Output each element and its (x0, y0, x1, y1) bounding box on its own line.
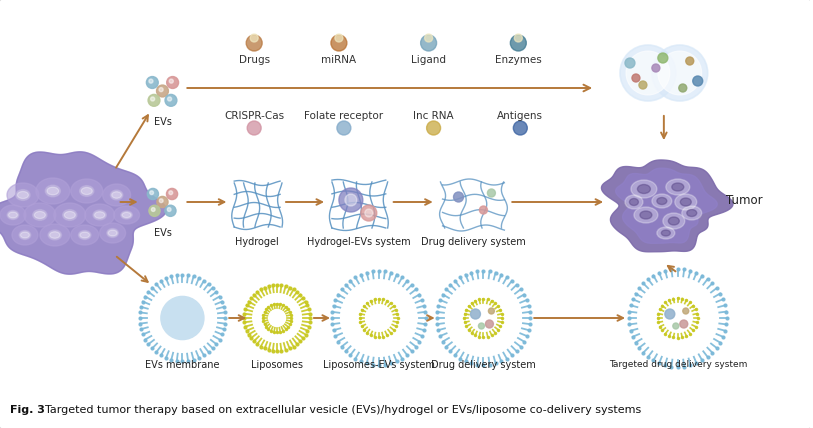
Circle shape (165, 95, 177, 106)
Polygon shape (615, 168, 717, 243)
Ellipse shape (102, 184, 131, 206)
Circle shape (427, 121, 441, 135)
Ellipse shape (50, 232, 60, 238)
Circle shape (167, 77, 179, 89)
Circle shape (480, 206, 488, 214)
Ellipse shape (637, 184, 650, 193)
Polygon shape (0, 152, 167, 274)
Ellipse shape (107, 229, 119, 238)
Circle shape (148, 95, 160, 106)
Circle shape (444, 278, 524, 358)
Ellipse shape (108, 230, 117, 236)
Text: Liposomes: Liposomes (251, 360, 303, 370)
Circle shape (626, 51, 670, 95)
Ellipse shape (80, 232, 89, 238)
Ellipse shape (36, 178, 70, 204)
Circle shape (665, 309, 675, 319)
Ellipse shape (682, 206, 702, 220)
Circle shape (250, 34, 259, 42)
Polygon shape (0, 152, 167, 274)
Circle shape (488, 189, 495, 197)
Circle shape (485, 320, 493, 328)
Ellipse shape (634, 207, 658, 223)
Circle shape (513, 121, 528, 135)
Text: Drug delivery system: Drug delivery system (421, 237, 526, 247)
Circle shape (345, 194, 357, 206)
Circle shape (267, 308, 287, 328)
Text: Tumor: Tumor (726, 193, 763, 206)
Ellipse shape (12, 225, 38, 245)
Text: lnc RNA: lnc RNA (413, 111, 454, 121)
Ellipse shape (48, 230, 62, 240)
Circle shape (169, 79, 173, 83)
Circle shape (662, 302, 693, 334)
Polygon shape (602, 160, 733, 252)
Ellipse shape (7, 211, 19, 220)
Ellipse shape (100, 223, 125, 243)
Circle shape (247, 121, 261, 135)
Ellipse shape (19, 231, 31, 240)
Circle shape (620, 45, 676, 101)
Ellipse shape (46, 185, 60, 197)
Circle shape (169, 191, 172, 195)
Circle shape (420, 35, 437, 51)
Ellipse shape (687, 209, 697, 217)
Circle shape (364, 303, 393, 333)
Circle shape (159, 199, 163, 202)
Ellipse shape (8, 212, 18, 218)
Text: miRNA: miRNA (321, 55, 356, 65)
Text: Ligand: Ligand (411, 55, 446, 65)
Circle shape (167, 97, 172, 101)
Circle shape (165, 205, 176, 217)
Circle shape (246, 35, 262, 51)
Ellipse shape (71, 225, 98, 245)
Circle shape (146, 282, 219, 354)
Circle shape (335, 34, 343, 42)
Circle shape (454, 192, 463, 202)
Ellipse shape (0, 205, 26, 225)
Ellipse shape (78, 231, 91, 240)
Text: Fig. 3: Fig. 3 (10, 405, 45, 415)
Text: CRISPR-Cas: CRISPR-Cas (224, 111, 285, 121)
Circle shape (337, 121, 351, 135)
Text: Antigens: Antigens (498, 111, 543, 121)
Ellipse shape (625, 195, 643, 209)
Ellipse shape (640, 211, 652, 219)
Ellipse shape (7, 183, 39, 207)
Ellipse shape (54, 203, 85, 227)
Circle shape (167, 208, 171, 211)
Ellipse shape (672, 183, 684, 191)
Ellipse shape (71, 179, 102, 203)
Circle shape (251, 292, 303, 344)
Circle shape (693, 76, 702, 86)
Ellipse shape (661, 230, 671, 236)
Circle shape (167, 188, 177, 199)
Ellipse shape (17, 191, 28, 199)
Circle shape (652, 45, 707, 101)
Circle shape (361, 205, 376, 221)
Circle shape (636, 276, 720, 360)
Ellipse shape (666, 179, 689, 195)
Ellipse shape (33, 210, 47, 220)
Ellipse shape (40, 224, 70, 246)
Ellipse shape (657, 197, 667, 205)
Ellipse shape (663, 213, 685, 229)
Ellipse shape (15, 190, 30, 200)
Ellipse shape (111, 190, 123, 200)
Circle shape (683, 308, 689, 314)
Circle shape (625, 58, 635, 68)
Text: EVs membrane: EVs membrane (146, 360, 220, 370)
Text: EVs: EVs (154, 228, 172, 238)
Ellipse shape (111, 192, 121, 198)
Ellipse shape (657, 227, 675, 239)
Circle shape (478, 323, 485, 329)
Circle shape (149, 205, 160, 217)
Ellipse shape (114, 206, 140, 224)
Circle shape (424, 34, 433, 42)
Circle shape (471, 309, 480, 319)
Circle shape (146, 77, 159, 89)
Circle shape (339, 278, 419, 358)
Ellipse shape (34, 211, 46, 219)
Ellipse shape (94, 212, 105, 218)
